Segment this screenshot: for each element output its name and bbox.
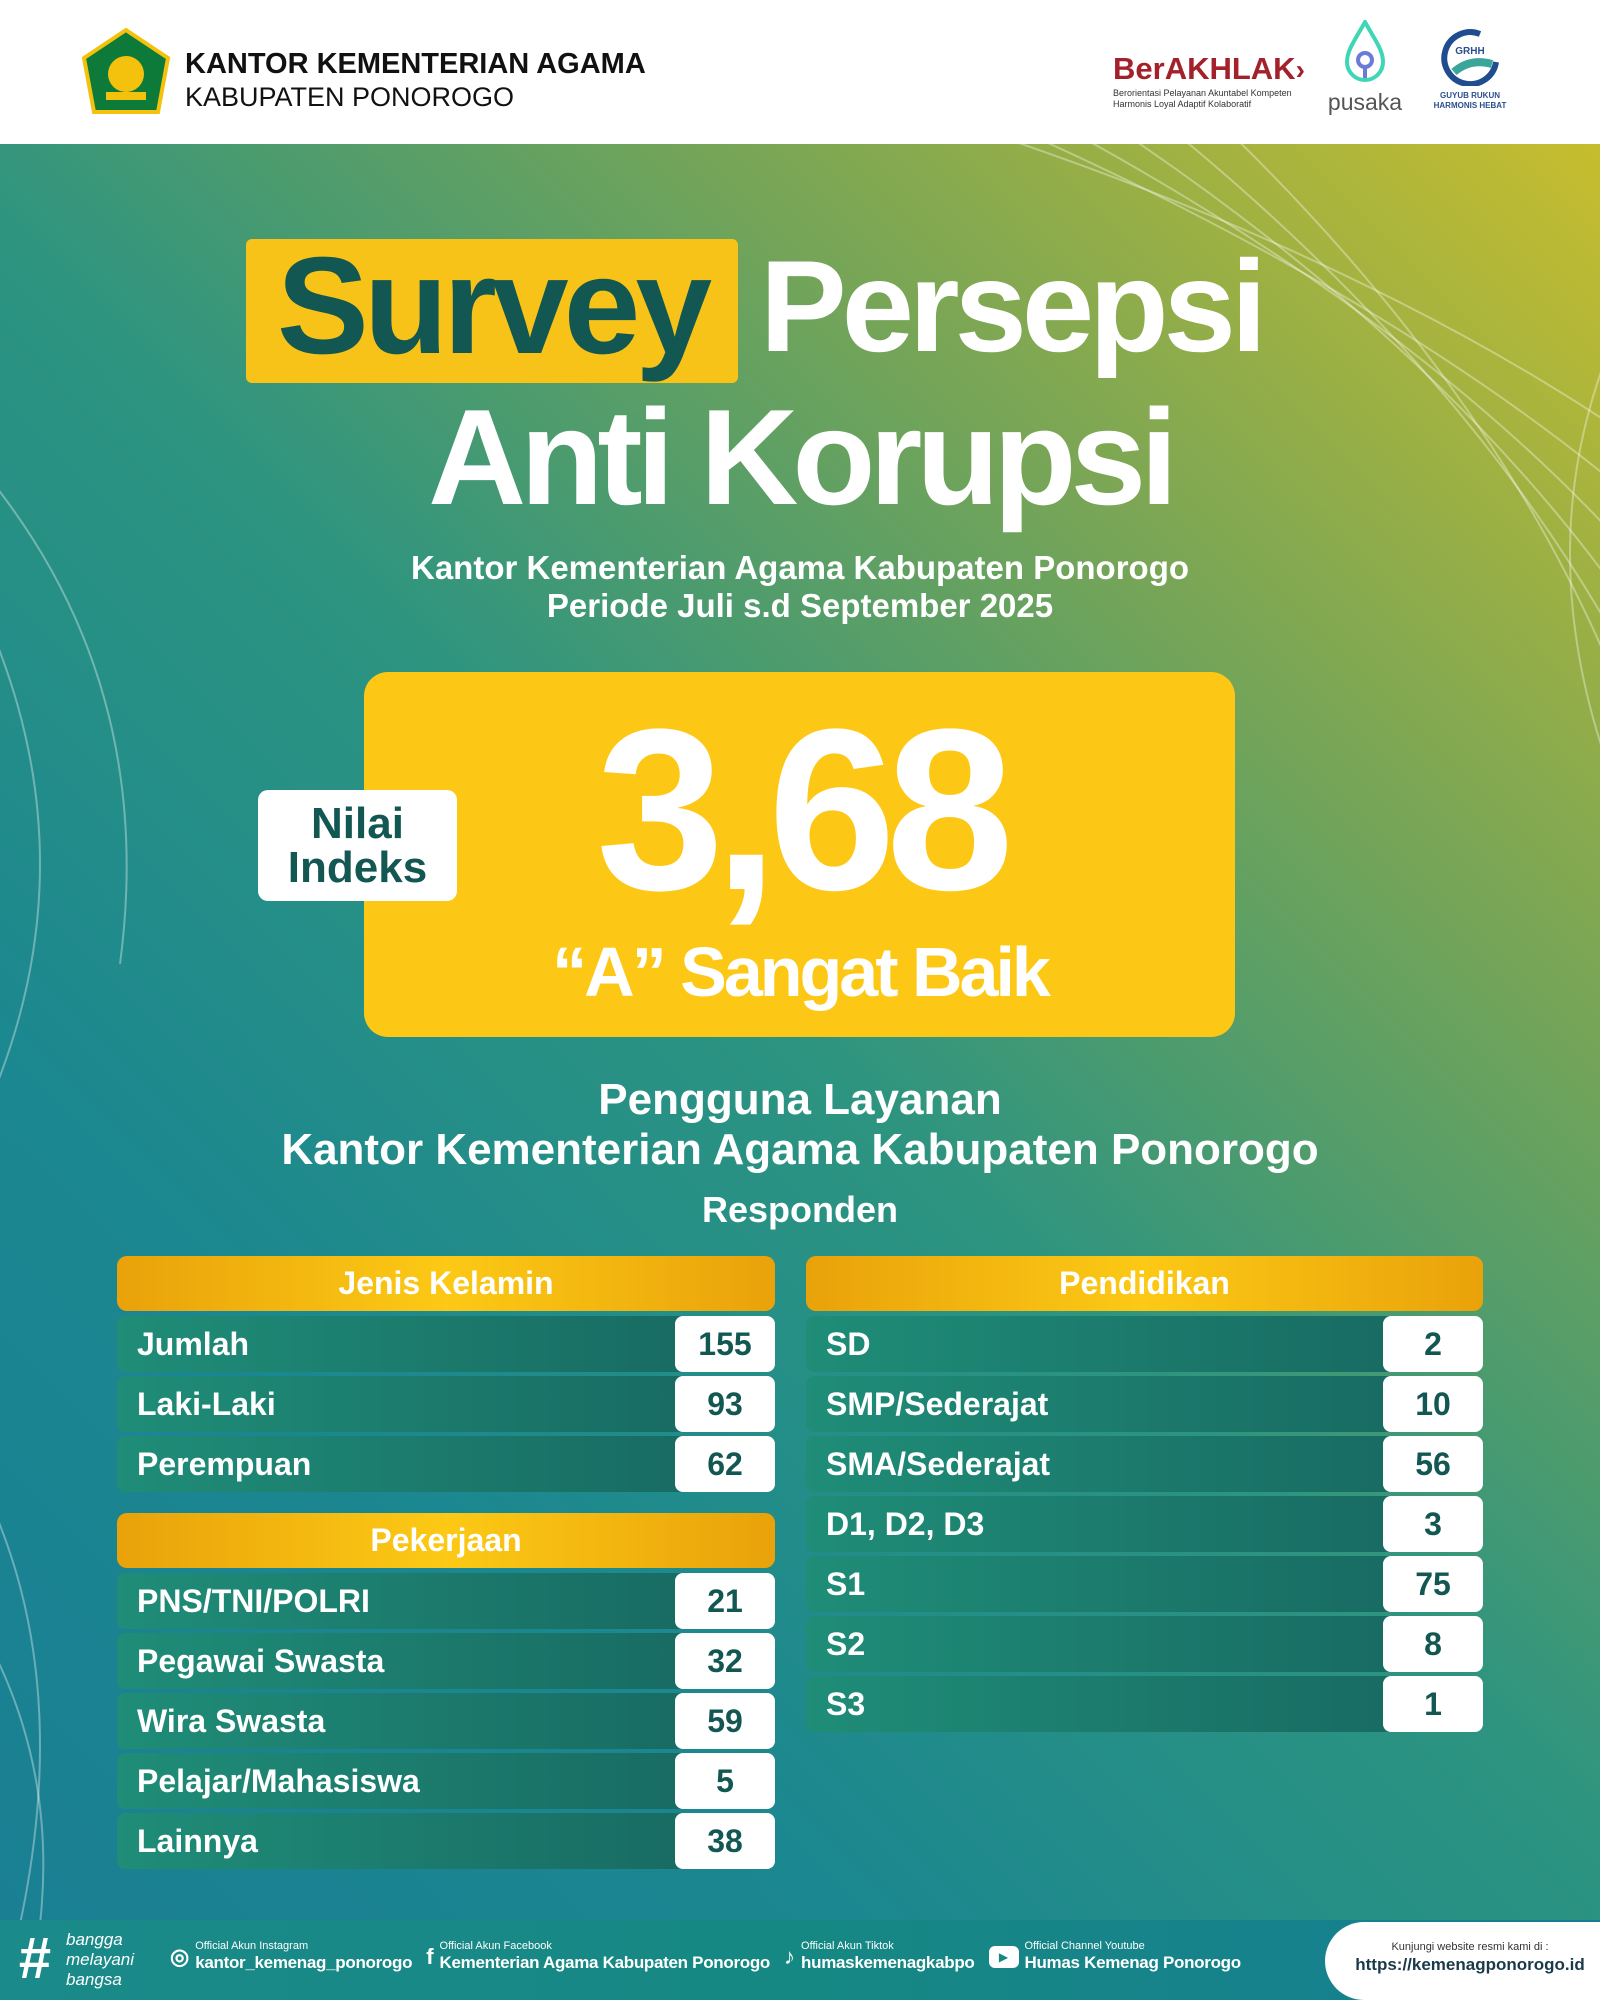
table-row: D1, D2, D3 3 [806,1496,1483,1552]
table-header: Pekerjaan [117,1513,775,1568]
table-header: Pendidikan [806,1256,1483,1311]
berakhlak-tagline: Berorientasi Pelayanan Akuntabel Kompete… [1113,88,1292,109]
handshake-icon: GRHH [1441,29,1499,88]
occupation-table: Pekerjaan PNS/TNI/POLRI 21 Pegawai Swasta… [117,1513,775,1873]
header: KANTOR KEMENTERIAN AGAMA KABUPATEN PONOR… [0,0,1600,144]
decorative-curves [0,144,1600,1920]
instagram-link[interactable]: Official Akun Instagram kantor_kemenag_po… [195,1940,413,1972]
table-row: SMP/Sederajat 10 [806,1376,1483,1432]
hashtag-icon: # [18,1926,51,1991]
section-subheading: Kantor Kementerian Agama Kabupaten Ponor… [281,1125,1319,1174]
table-row: S3 1 [806,1676,1483,1732]
nilai-indeks-label: Nilai Indeks [258,790,457,901]
pusaka-logo: pusaka [1325,17,1405,115]
subtitle-office: Kantor Kementerian Agama Kabupaten Ponor… [410,549,1190,586]
title-persepsi: Persepsi [760,233,1267,379]
table-row: S1 75 [806,1556,1483,1612]
grhh-logo: GRHH GUYUB RUKUN HARMONIS HEBAT [1425,28,1515,111]
facebook-icon: f [426,1943,434,1969]
youtube-icon: ▶ [988,1945,1019,1968]
instagram-icon: ◎ [170,1943,190,1969]
respondents-label: Responden [701,1189,898,1230]
website-caption: Kunjungi website resmi kami di : [1391,1941,1549,1953]
kemenag-emblem-logo [81,28,171,114]
table-header: Jenis Kelamin [117,1256,775,1311]
tiktok-link[interactable]: Official Akun Tiktok humaskemenagkabpo [801,1940,975,1972]
table-row: Jumlah 155 [117,1316,775,1372]
table-row: Laki-Laki 93 [117,1376,775,1432]
subtitle-period: Periode Juli s.d September 2025 [546,587,1054,624]
facebook-link[interactable]: Official Akun Facebook Kementerian Agama … [439,1940,771,1972]
hashtag-slogan: bangga melayani bangsa [66,1930,135,1989]
social-links: ◎ Official Akun Instagram kantor_kemenag_… [170,1940,1320,1973]
website-badge: Kunjungi website resmi kami di : https:/… [1325,1922,1600,2000]
org-name-line1: KANTOR KEMENTERIAN AGAMA [185,48,646,80]
score-card [364,672,1235,1037]
table-row: Pegawai Swasta 32 [117,1633,775,1689]
index-grade: “A” Sangat Baik [552,933,1051,1011]
org-name-line2: KABUPATEN PONOROGO [185,82,515,112]
title-anti-korupsi: Anti Korupsi [428,381,1178,533]
table-row: Pelajar/Mahasiswa 5 [117,1753,775,1809]
title-survey: Survey [276,229,712,383]
youtube-link[interactable]: Official Channel Youtube Humas Kemenag Po… [1024,1940,1242,1972]
svg-text:GRHH: GRHH [1455,46,1484,57]
table-row: SD 2 [806,1316,1483,1372]
table-row: Perempuan 62 [117,1436,775,1492]
table-row: Wira Swasta 59 [117,1693,775,1749]
table-row: Lainnya 38 [117,1813,775,1869]
berakhlak-logo: BerAKHLAK› [1113,51,1305,86]
drop-icon [1344,17,1386,82]
table-row: PNS/TNI/POLRI 21 [117,1573,775,1629]
gender-table: Jenis Kelamin Jumlah 155 Laki-Laki 93 Pere… [117,1256,775,1496]
section-heading: Pengguna Layanan [598,1075,1002,1124]
table-row: SMA/Sederajat 56 [806,1436,1483,1492]
title-highlight [246,239,738,383]
education-table: Pendidikan SD 2 SMP/Sederajat 10 SMA/Seder… [806,1256,1483,1736]
table-row: S2 8 [806,1616,1483,1672]
tiktok-icon: ♪ [784,1943,796,1969]
index-score: 3,68 [596,681,1014,938]
footer: # bangga melayani bangsa ◎ Official Akun I… [0,1920,1600,2000]
website-link[interactable]: https://kemenagponorogo.id [1355,1955,1585,1974]
